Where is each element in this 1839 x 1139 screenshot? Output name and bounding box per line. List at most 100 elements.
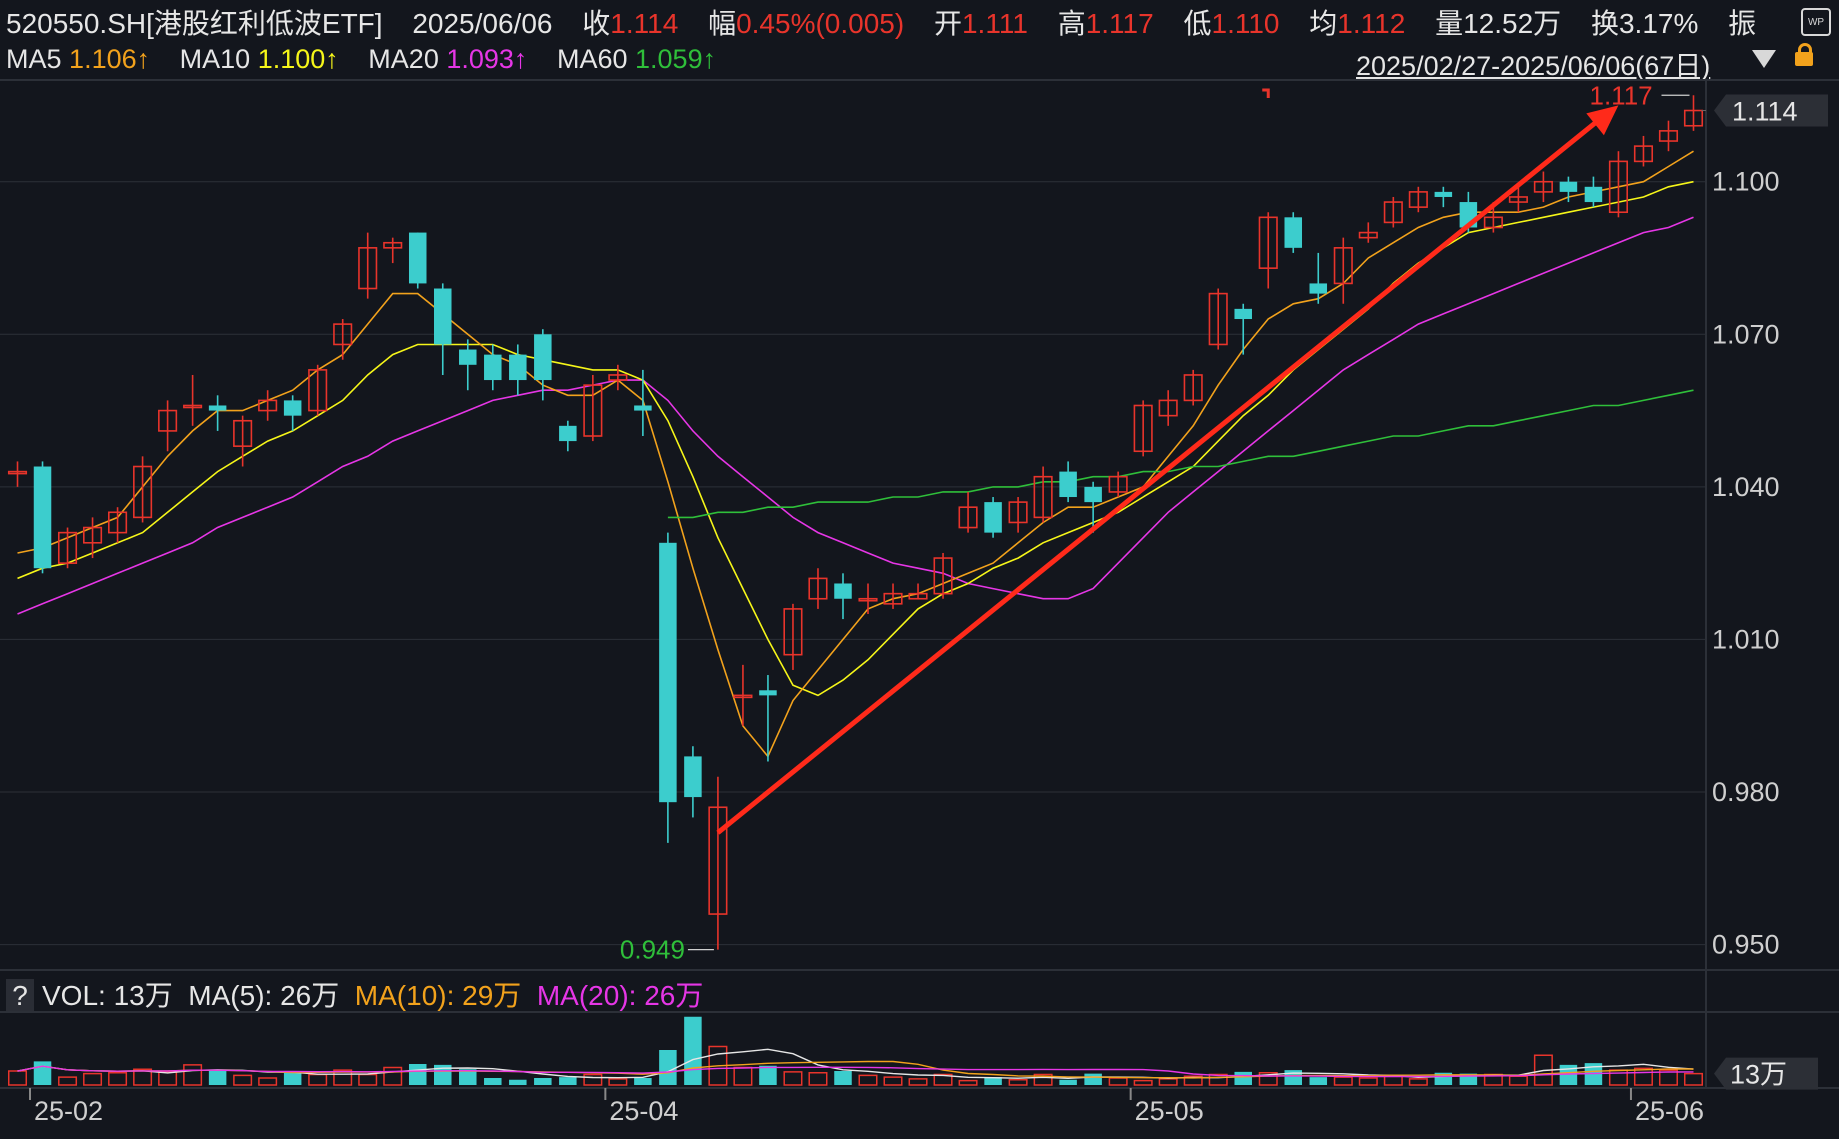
lock-icon[interactable]: [1795, 43, 1813, 66]
candle-body-up: [1658, 130, 1679, 142]
turnover-value: 3.17%: [1618, 8, 1699, 39]
volume-bar-up: [933, 1073, 953, 1086]
y-tick-label: 1.100: [1712, 167, 1780, 197]
candle-body-up: [383, 241, 403, 249]
close-value: 1.114: [610, 8, 679, 39]
current-price-tag: [1714, 94, 1828, 127]
candle-body-down: [1284, 217, 1303, 248]
candle-body-down: [634, 405, 652, 411]
volume-bar-up: [783, 1071, 803, 1086]
candle-body-down: [1559, 181, 1578, 192]
candle-body-up: [933, 557, 953, 595]
volume-bar-down: [1084, 1073, 1102, 1085]
volume-bar-up: [1108, 1077, 1128, 1086]
candle-body-up: [308, 369, 328, 412]
ma5-value: 1.106↑: [69, 44, 151, 74]
x-tick-label: 25-02: [34, 1096, 103, 1126]
candle-body-up: [1683, 109, 1704, 127]
candle-body-down: [1584, 186, 1603, 203]
volume-bar-up: [583, 1073, 603, 1086]
quote-header: 520550.SH[港股红利低波ETF] 2025/06/06 收1.114 幅…: [6, 2, 1756, 42]
x-tick-label: 25-04: [609, 1096, 678, 1126]
volume-bar-up: [58, 1076, 78, 1086]
volume-bar-up: [133, 1068, 153, 1086]
volume-bar-up: [8, 1070, 28, 1086]
high-value: 1.117: [1085, 8, 1154, 39]
candle-body-down: [684, 756, 702, 798]
low-marker-label: 0.949: [620, 935, 685, 965]
amplitude-label: 振: [1728, 8, 1757, 39]
candle-body-up: [1183, 374, 1203, 402]
candle-body-up: [1208, 292, 1228, 346]
period-marker: [1262, 88, 1270, 98]
volume-bar-down: [534, 1078, 552, 1085]
volume-bar-up: [1358, 1077, 1378, 1086]
candle-body-up: [708, 806, 728, 915]
chevron-down-icon[interactable]: [1752, 50, 1776, 68]
ma10-line: [17, 180, 1694, 697]
volume-bar-down: [459, 1069, 477, 1085]
candle-body-down: [509, 354, 527, 381]
volume-bar-up: [333, 1069, 353, 1086]
ma20-value: 1.093↑: [446, 44, 528, 74]
help-icon[interactable]: ?: [6, 979, 34, 1013]
volume-bar-up: [1183, 1075, 1203, 1086]
candle-body-up: [608, 374, 628, 381]
candle-body-down: [1434, 191, 1453, 197]
vol-ma10: MA(10): 29万: [354, 980, 522, 1011]
candle-body-up: [1133, 404, 1153, 453]
candle-body-up: [583, 384, 603, 437]
candle-body-down: [659, 542, 677, 803]
candle-body-up: [883, 592, 903, 605]
vol-value: VOL: 13万: [42, 980, 173, 1011]
volume-bar-down: [509, 1079, 527, 1085]
volume-bar-up: [1208, 1073, 1228, 1086]
x-tick-label: 25-06: [1635, 1096, 1704, 1126]
y-tick-label: 0.950: [1712, 930, 1780, 960]
candle-body-up: [958, 506, 978, 529]
volume-bar-up: [1508, 1075, 1528, 1086]
volume-bar-down: [659, 1050, 677, 1085]
ma20-line: [17, 216, 1694, 615]
candle-body-up: [1108, 475, 1128, 493]
volume-bar-down: [559, 1077, 577, 1085]
wp-icon[interactable]: WP: [1801, 8, 1831, 36]
candle-body-up: [1408, 191, 1428, 208]
turnover-label: 换: [1590, 8, 1619, 39]
candle-body-up: [183, 404, 203, 409]
volume-bar-down: [434, 1064, 452, 1085]
volume-bar-down: [283, 1072, 302, 1085]
ma5-label: MA5: [6, 44, 62, 74]
volume-bar-up: [858, 1074, 878, 1086]
candle-body-up: [858, 597, 878, 602]
y-tick-label: 1.010: [1712, 624, 1780, 654]
volume-bar-down: [634, 1078, 652, 1085]
low-value: 1.110: [1211, 8, 1280, 39]
candle-body-up: [233, 419, 253, 447]
candle-body-up: [1258, 216, 1278, 269]
candle-body-down: [434, 288, 452, 345]
candle-body-down: [984, 502, 1002, 533]
volume-bar-down: [834, 1071, 852, 1085]
volume-bar-up: [883, 1076, 903, 1086]
volume-bar-up: [1133, 1079, 1153, 1086]
volume-bar-down: [208, 1070, 227, 1085]
candle-body-up: [1158, 399, 1178, 417]
date-range-selector[interactable]: 2025/02/27-2025/06/06(67日): [1356, 51, 1711, 81]
ma60-value: 1.059↑: [635, 44, 717, 74]
high-marker-label: 1.117: [1589, 80, 1652, 110]
candle-body-up: [1508, 196, 1528, 203]
volume-tag-label: 13万: [1730, 1060, 1787, 1090]
volume-bar-down: [759, 1065, 777, 1085]
vol-ma10-line: [17, 1060, 1694, 1079]
volume-value: 12.52万: [1463, 8, 1562, 39]
volume-label: 量: [1435, 8, 1464, 39]
volume-bar-up: [108, 1072, 128, 1086]
volume-bar-up: [1333, 1076, 1353, 1086]
volume-tag: [1714, 1057, 1818, 1090]
vol-ma20: MA(20): 26万: [536, 980, 704, 1011]
trend-arrow-line: [716, 113, 1607, 835]
ma10-value: 1.100↑: [257, 44, 339, 74]
volume-bar-up: [83, 1072, 103, 1086]
